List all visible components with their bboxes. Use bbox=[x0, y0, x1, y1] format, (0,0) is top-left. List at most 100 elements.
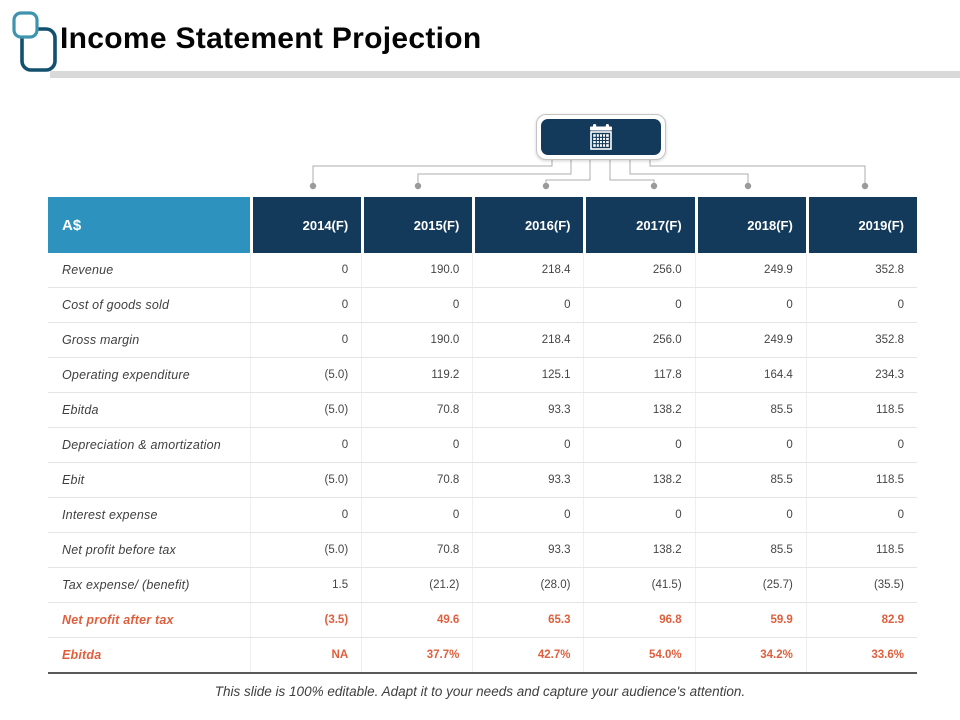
row-value: (28.0) bbox=[472, 568, 583, 602]
row-value: 93.3 bbox=[472, 463, 583, 497]
table-header-currency: A$ bbox=[48, 197, 250, 253]
row-value: 0 bbox=[805, 428, 917, 462]
calendar-badge bbox=[536, 114, 666, 160]
table-row: Ebitda NA 37.7% 42.7% 54.0% 34.2% 33.6% bbox=[48, 637, 917, 672]
row-value: 0 bbox=[472, 288, 583, 322]
row-value: 33.6% bbox=[805, 638, 917, 672]
row-value: 125.1 bbox=[472, 358, 583, 392]
row-value: 0 bbox=[805, 288, 917, 322]
table-header-year-2014: 2014(F) bbox=[250, 197, 362, 253]
table-header-year-2019: 2019(F) bbox=[805, 197, 917, 253]
row-value: (5.0) bbox=[250, 463, 361, 497]
row-value: 34.2% bbox=[694, 638, 806, 672]
row-value: 249.9 bbox=[694, 253, 806, 287]
row-value: 93.3 bbox=[472, 533, 583, 567]
row-value: 42.7% bbox=[472, 638, 583, 672]
row-value: 138.2 bbox=[583, 533, 694, 567]
row-label: Operating expenditure bbox=[62, 368, 190, 382]
calendar-icon bbox=[590, 124, 612, 150]
title-underline bbox=[50, 71, 960, 78]
row-value: 0 bbox=[250, 253, 361, 287]
row-value: (25.7) bbox=[694, 568, 806, 602]
table-row: Ebitda (5.0) 70.8 93.3 138.2 85.5 118.5 bbox=[48, 392, 917, 427]
row-value: 0 bbox=[472, 428, 583, 462]
row-value: 0 bbox=[583, 498, 694, 532]
row-value: 85.5 bbox=[694, 463, 806, 497]
row-value: 352.8 bbox=[805, 253, 917, 287]
row-value: 0 bbox=[472, 498, 583, 532]
row-value: 59.9 bbox=[694, 603, 806, 637]
row-value: 65.3 bbox=[472, 603, 583, 637]
row-value: 119.2 bbox=[361, 358, 472, 392]
row-value: 85.5 bbox=[694, 393, 806, 427]
table-row: Operating expenditure (5.0) 119.2 125.1 … bbox=[48, 357, 917, 392]
page-title: Income Statement Projection bbox=[60, 22, 482, 55]
row-value: 118.5 bbox=[805, 463, 917, 497]
table-row: Tax expense/ (benefit) 1.5 (21.2) (28.0)… bbox=[48, 567, 917, 602]
row-value: 0 bbox=[250, 498, 361, 532]
row-value: 85.5 bbox=[694, 533, 806, 567]
footer-note: This slide is 100% editable. Adapt it to… bbox=[214, 684, 746, 699]
income-statement-table: A$ 2014(F) 2015(F) 2016(F) 2017(F) 2018(… bbox=[48, 197, 917, 674]
row-label: Ebitda bbox=[62, 403, 99, 417]
row-value: 218.4 bbox=[472, 253, 583, 287]
row-value: 218.4 bbox=[472, 323, 583, 357]
row-value: 256.0 bbox=[583, 253, 694, 287]
row-value: 352.8 bbox=[805, 323, 917, 357]
row-label: Ebitda bbox=[62, 648, 102, 662]
table-header-row: A$ 2014(F) 2015(F) 2016(F) 2017(F) 2018(… bbox=[48, 197, 917, 253]
table-header-year-2016: 2016(F) bbox=[472, 197, 584, 253]
row-value: 82.9 bbox=[805, 603, 917, 637]
row-value: 54.0% bbox=[583, 638, 694, 672]
table-row: Net profit before tax (5.0) 70.8 93.3 13… bbox=[48, 532, 917, 567]
row-value: 190.0 bbox=[361, 323, 472, 357]
row-value: (5.0) bbox=[250, 533, 361, 567]
row-label: Depreciation & amortization bbox=[62, 438, 221, 452]
row-value: 0 bbox=[361, 428, 472, 462]
connector-lines bbox=[309, 158, 869, 190]
row-value: 0 bbox=[361, 288, 472, 322]
table-header-year-2015: 2015(F) bbox=[361, 197, 473, 253]
calendar-badge-inner bbox=[541, 119, 661, 155]
row-value: 49.6 bbox=[361, 603, 472, 637]
table-row: Cost of goods sold 0 0 0 0 0 0 bbox=[48, 287, 917, 322]
row-value: 0 bbox=[583, 288, 694, 322]
row-value: 0 bbox=[361, 498, 472, 532]
row-label: Interest expense bbox=[62, 508, 158, 522]
row-label: Tax expense/ (benefit) bbox=[62, 578, 190, 592]
table-row: Gross margin 0 190.0 218.4 256.0 249.9 3… bbox=[48, 322, 917, 357]
row-value: 0 bbox=[694, 498, 806, 532]
table-row: Depreciation & amortization 0 0 0 0 0 0 bbox=[48, 427, 917, 462]
connector-dots bbox=[309, 182, 869, 190]
row-value: 138.2 bbox=[583, 463, 694, 497]
row-value: 164.4 bbox=[694, 358, 806, 392]
row-label: Gross margin bbox=[62, 333, 140, 347]
row-value: 37.7% bbox=[361, 638, 472, 672]
row-value: 0 bbox=[694, 428, 806, 462]
row-value: 234.3 bbox=[805, 358, 917, 392]
row-value: 118.5 bbox=[805, 533, 917, 567]
row-value: 70.8 bbox=[361, 393, 472, 427]
row-label: Net profit after tax bbox=[62, 613, 174, 627]
table-body: Revenue 0 190.0 218.4 256.0 249.9 352.8 … bbox=[48, 253, 917, 674]
row-value: 96.8 bbox=[583, 603, 694, 637]
row-value: (21.2) bbox=[361, 568, 472, 602]
table-header-year-2018: 2018(F) bbox=[694, 197, 806, 253]
row-value: (41.5) bbox=[583, 568, 694, 602]
row-value: (5.0) bbox=[250, 393, 361, 427]
row-value: 138.2 bbox=[583, 393, 694, 427]
row-value: 0 bbox=[250, 323, 361, 357]
row-label: Revenue bbox=[62, 263, 114, 277]
row-label: Cost of goods sold bbox=[62, 298, 170, 312]
row-value: 70.8 bbox=[361, 463, 472, 497]
row-value: 70.8 bbox=[361, 533, 472, 567]
row-value: 0 bbox=[805, 498, 917, 532]
row-value: NA bbox=[250, 638, 361, 672]
row-value: (5.0) bbox=[250, 358, 361, 392]
row-value: 0 bbox=[694, 288, 806, 322]
row-value: 93.3 bbox=[472, 393, 583, 427]
row-label: Net profit before tax bbox=[62, 543, 176, 557]
row-value: 249.9 bbox=[694, 323, 806, 357]
row-value: (3.5) bbox=[250, 603, 361, 637]
row-value: 256.0 bbox=[583, 323, 694, 357]
